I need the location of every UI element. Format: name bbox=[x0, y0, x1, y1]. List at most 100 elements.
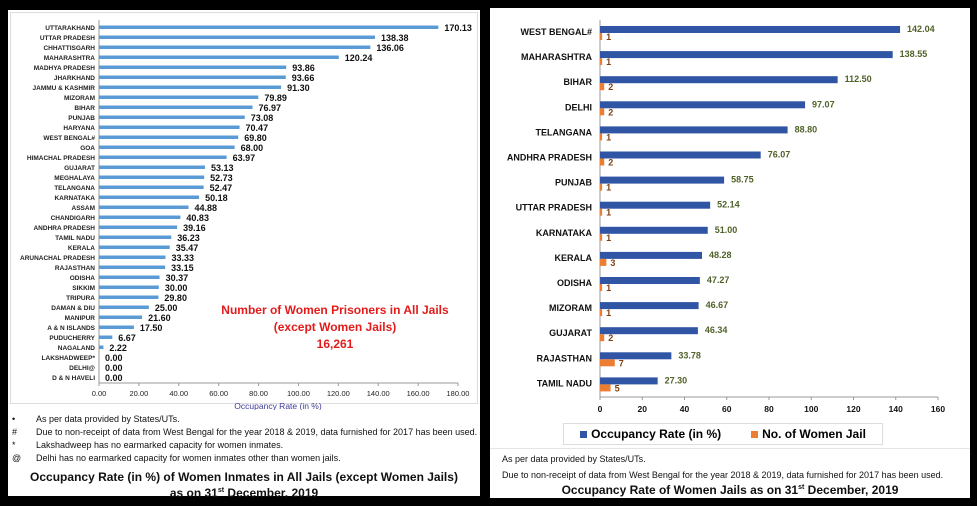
legend-label: Occupancy Rate (in %) bbox=[591, 427, 722, 441]
bar bbox=[99, 275, 160, 279]
bar bbox=[99, 205, 189, 209]
value-label: 40.83 bbox=[186, 213, 209, 223]
category-label: MADHYA PRADESH bbox=[34, 65, 96, 72]
value-label: 0.00 bbox=[105, 363, 123, 373]
x-tick-label: 160.00 bbox=[407, 389, 430, 398]
occupancy-bar bbox=[600, 302, 699, 310]
bar bbox=[99, 315, 143, 319]
value-label: 33.15 bbox=[171, 263, 194, 273]
occupancy-bar bbox=[600, 176, 725, 184]
annotation-count: 16,261 bbox=[316, 337, 354, 351]
occupancy-bar bbox=[600, 101, 806, 109]
occupancy-bar bbox=[600, 126, 788, 134]
value-label: 30.00 bbox=[165, 283, 188, 293]
category-label: KERALA bbox=[68, 245, 95, 252]
title-part: December, 2019 bbox=[804, 483, 899, 497]
occupancy-label: 112.50 bbox=[845, 74, 872, 84]
category-label: TRIPURA bbox=[66, 295, 95, 302]
divider bbox=[490, 448, 970, 449]
category-label: MAHARASHTRA bbox=[44, 55, 96, 62]
bar bbox=[99, 145, 235, 149]
category-label: TELANGANA bbox=[536, 127, 593, 137]
title-part: December, 2019 bbox=[224, 486, 319, 500]
footnote: Due to non-receipt of data from West Ben… bbox=[36, 427, 478, 437]
bar bbox=[99, 135, 239, 139]
category-label: KARNATAKA bbox=[536, 228, 593, 238]
annotation-line-1: Number of Women Prisoners in All Jails bbox=[221, 303, 449, 317]
x-tick-label: 60.00 bbox=[209, 389, 228, 398]
legend: Occupancy Rate (in %) No. of Women Jail bbox=[563, 423, 883, 445]
value-label: 6.67 bbox=[118, 333, 136, 343]
left-title-line-2: as on 31st December, 2019 bbox=[8, 484, 480, 500]
occupancy-label: 46.34 bbox=[705, 325, 728, 335]
occupancy-bar bbox=[600, 26, 901, 33]
jail-count-bar bbox=[600, 133, 603, 141]
category-label: UTTAR PRADESH bbox=[516, 203, 592, 213]
jail-count-bar bbox=[600, 284, 603, 291]
value-label: 68.00 bbox=[241, 143, 264, 153]
category-label: DELHI bbox=[565, 102, 592, 112]
x-tick-label: 80.00 bbox=[249, 389, 268, 398]
value-label: 44.88 bbox=[195, 203, 218, 213]
value-label: 93.66 bbox=[292, 73, 315, 83]
x-axis-title: Occupancy Rate (in %) bbox=[234, 401, 322, 410]
category-label: ODISHA bbox=[557, 278, 593, 288]
value-label: 53.13 bbox=[211, 163, 234, 173]
value-label: 0.00 bbox=[105, 353, 123, 363]
jail-count-label: 3 bbox=[610, 258, 615, 268]
x-tick-label: 20.00 bbox=[129, 389, 148, 398]
footnote: As per data provided by States/UTs. bbox=[502, 454, 646, 464]
footnote: Delhi has no earmarked capacity for wome… bbox=[36, 453, 341, 463]
value-label: 138.38 bbox=[381, 33, 409, 43]
category-label: WEST BENGAL# bbox=[520, 27, 592, 37]
x-tick-label: 20 bbox=[638, 404, 648, 414]
occupancy-bar bbox=[600, 76, 838, 84]
category-label: BIHAR bbox=[74, 105, 95, 112]
value-label: 39.16 bbox=[183, 223, 206, 233]
x-tick-label: 40.00 bbox=[169, 389, 188, 398]
footnote: Lakshadweep has no earmarked capacity fo… bbox=[36, 440, 284, 450]
bar bbox=[99, 225, 178, 229]
bar bbox=[99, 65, 287, 69]
value-label: 25.00 bbox=[155, 303, 178, 313]
category-label: CHANDIGARH bbox=[51, 215, 96, 222]
value-label: 170.13 bbox=[444, 23, 472, 33]
jail-count-bar bbox=[600, 309, 603, 317]
bar bbox=[99, 255, 166, 259]
value-label: 29.80 bbox=[164, 293, 187, 303]
legend-swatch-blue bbox=[580, 431, 588, 438]
annotation-line-2: (except Women Jails) bbox=[273, 320, 397, 334]
x-tick-label: 120.00 bbox=[327, 389, 350, 398]
category-label: MANIPUR bbox=[65, 315, 96, 322]
occupancy-bar bbox=[600, 377, 658, 385]
occupancy-label: 76.07 bbox=[768, 150, 791, 160]
value-label: 0.00 bbox=[105, 373, 123, 383]
bar bbox=[99, 245, 170, 249]
x-tick-label: 80 bbox=[764, 404, 774, 414]
occupancy-bar bbox=[600, 251, 702, 259]
footnote-marker: • bbox=[12, 414, 16, 424]
category-label: RAJASTHAN bbox=[536, 353, 592, 363]
category-label: TAMIL NADU bbox=[537, 378, 592, 388]
bar bbox=[99, 35, 375, 39]
occupancy-bar bbox=[600, 51, 893, 59]
category-label: JAMMU & KASHMIR bbox=[33, 85, 96, 92]
jail-count-bar bbox=[600, 359, 615, 367]
category-label: DELHI@ bbox=[69, 365, 95, 372]
category-label: GUJARAT bbox=[549, 328, 592, 338]
jail-count-label: 1 bbox=[606, 32, 611, 42]
bar bbox=[99, 45, 371, 49]
footnote: As per data provided by States/UTs. bbox=[36, 414, 180, 424]
category-label: TAMIL NADU bbox=[55, 235, 95, 242]
jail-count-label: 2 bbox=[608, 107, 613, 117]
category-label: DAMAN & DIU bbox=[51, 305, 95, 312]
value-label: 17.50 bbox=[140, 323, 163, 333]
occupancy-bar bbox=[600, 352, 672, 360]
value-label: 52.47 bbox=[210, 183, 233, 193]
value-label: 36.23 bbox=[177, 233, 200, 243]
category-label: ANDHRA PRADESH bbox=[507, 153, 592, 163]
jail-count-label: 2 bbox=[608, 158, 613, 168]
occupancy-label: 138.55 bbox=[900, 49, 928, 59]
jail-count-bar bbox=[600, 183, 603, 191]
bar bbox=[99, 295, 159, 299]
